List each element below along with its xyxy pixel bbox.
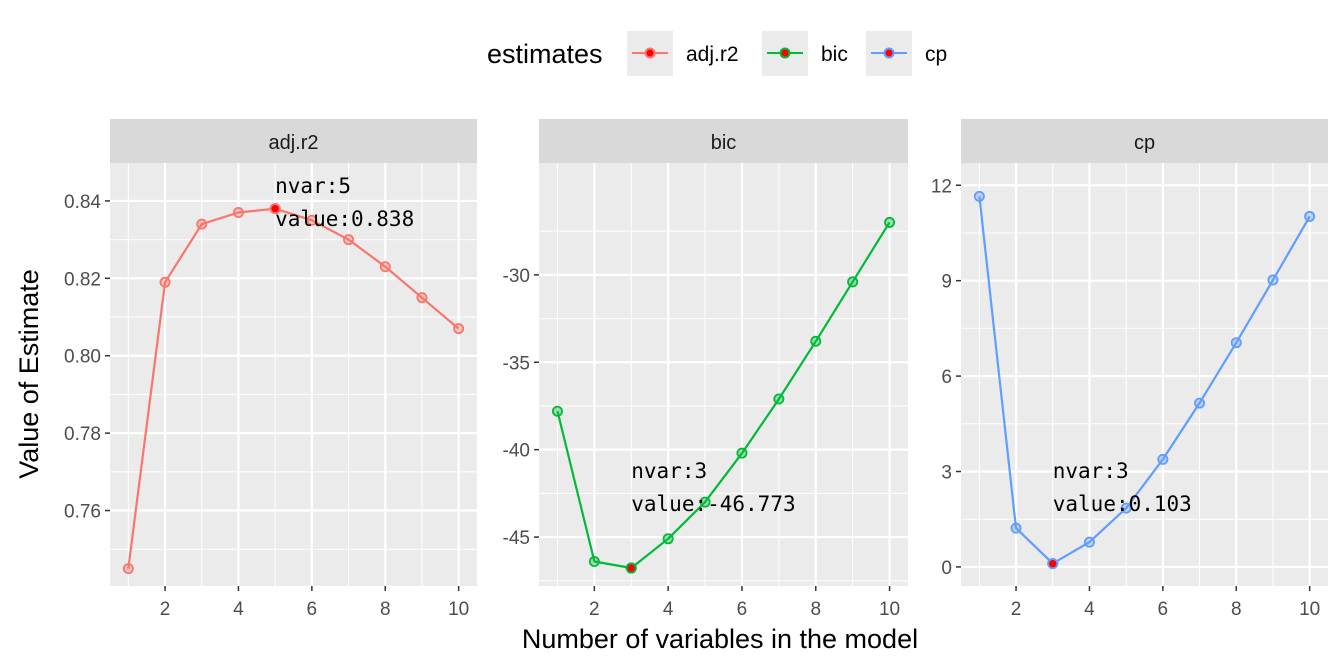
y-tick-label: -35: [503, 353, 530, 374]
series-line: [556, 221, 891, 570]
data-point: [343, 234, 355, 246]
data-point: [1120, 502, 1132, 514]
annotation-value: value:0.838: [275, 207, 414, 231]
x-tick-label: 4: [663, 599, 674, 620]
x-tick-label: 2: [1011, 599, 1022, 620]
data-point: [379, 261, 391, 273]
y-tick-label: 9: [941, 272, 952, 293]
facet-label: adj.r2: [268, 132, 318, 154]
x-tick-label: 4: [233, 599, 244, 620]
panel-background: [539, 163, 908, 586]
y-tick-label: 12: [931, 176, 952, 197]
data-point: [699, 496, 711, 508]
y-tick-label: 0.78: [64, 424, 101, 445]
y-tick-label: 3: [941, 463, 952, 484]
y-tick-label: -40: [503, 441, 530, 462]
x-tick-label: 6: [307, 599, 318, 620]
x-tick-label: 8: [380, 599, 391, 620]
legend-key-bic: [762, 31, 808, 76]
annotation-value: value:-46.773: [631, 492, 795, 516]
legend-title: estimates: [487, 39, 603, 69]
annotation-nvar: nvar:3: [1053, 459, 1129, 483]
panel-background: [110, 163, 477, 586]
data-point: [736, 447, 748, 459]
legend-label-bic: bic: [821, 43, 848, 66]
data-point: [453, 323, 465, 335]
x-tick-label: 6: [1158, 599, 1169, 620]
x-tick-label: 2: [589, 599, 600, 620]
x-tick-label: 10: [1299, 599, 1320, 620]
data-point: [662, 533, 674, 545]
panel-cp: cp 2 4 6 8 10 0 3 6 9 12 nvar:3 value:0.103: [931, 119, 1328, 620]
data-point: [773, 393, 785, 405]
legend-key-cp: [866, 31, 912, 76]
data-point: [1157, 453, 1169, 465]
y-tick-label: 6: [941, 367, 952, 388]
x-tick-label: 10: [448, 599, 469, 620]
annotation-nvar: nvar:5: [275, 174, 351, 198]
facet-strip: [110, 119, 477, 163]
highlight-point: [269, 203, 281, 215]
panel-adj-r2: adj.r2 2 4 6 8 10 0.76 0.78 0.80 0.82 0.84 nvar:5 va…: [64, 119, 477, 620]
legend-label-cp: cp: [925, 43, 947, 66]
annotation-nvar: nvar:3: [631, 459, 707, 483]
facet-label: cp: [1134, 132, 1155, 154]
highlight-point: [625, 562, 637, 574]
panels: adj.r2 2 4 6 8 10 0.76 0.78 0.80 0.82 0.84 nvar:5 va…: [64, 119, 1328, 620]
x-axis-title: Number of variables in the model: [522, 624, 918, 654]
legend-label-adj-r2: adj.r2: [686, 43, 739, 66]
y-tick-label: -30: [503, 266, 530, 287]
data-point: [847, 276, 859, 288]
facet-strip: [961, 119, 1328, 163]
data-point: [588, 556, 600, 568]
data-point: [159, 276, 171, 288]
data-point: [416, 292, 428, 304]
data-point: [122, 563, 134, 575]
x-tick-label: 10: [879, 599, 900, 620]
y-tick-label: -45: [503, 528, 530, 549]
legend-key-adj-r2: [627, 31, 673, 76]
x-tick-label: 2: [160, 599, 171, 620]
data-point: [973, 190, 985, 202]
y-axis-title: Value of Estimate: [14, 269, 44, 479]
data-point: [1304, 210, 1316, 222]
x-tick-label: 4: [1084, 599, 1095, 620]
data-point: [232, 207, 244, 219]
annotation-value: value:0.103: [1053, 492, 1192, 516]
data-point: [1083, 536, 1095, 548]
facet-label: bic: [711, 132, 737, 154]
y-tick-label: 0.82: [64, 269, 101, 290]
x-tick-label: 6: [737, 599, 748, 620]
data-point: [884, 216, 896, 228]
data-point: [1267, 274, 1279, 286]
y-tick-label: 0.76: [64, 502, 101, 523]
data-point: [1230, 337, 1242, 349]
series-line: [127, 207, 460, 569]
data-point: [306, 214, 318, 226]
x-tick-label: 8: [810, 599, 821, 620]
legend: estimates adj.r2 bic cp: [487, 31, 947, 76]
y-tick-label: 0.80: [64, 347, 101, 368]
facet-strip: [539, 119, 908, 163]
data-point: [551, 405, 563, 417]
data-point: [810, 335, 822, 347]
y-tick-label: 0: [941, 558, 952, 579]
panel-bic: bic 2 4 6 8 10 -45 -40 -35 -30 nvar:3 value:-46.773: [503, 119, 908, 620]
panel-background: [961, 163, 1328, 586]
data-point: [1010, 522, 1022, 534]
x-tick-label: 8: [1231, 599, 1242, 620]
y-tick-label: 0.84: [64, 192, 101, 213]
data-point: [1194, 397, 1206, 409]
series-line: [978, 196, 1311, 565]
data-point: [196, 218, 208, 230]
highlight-point: [1047, 558, 1059, 570]
